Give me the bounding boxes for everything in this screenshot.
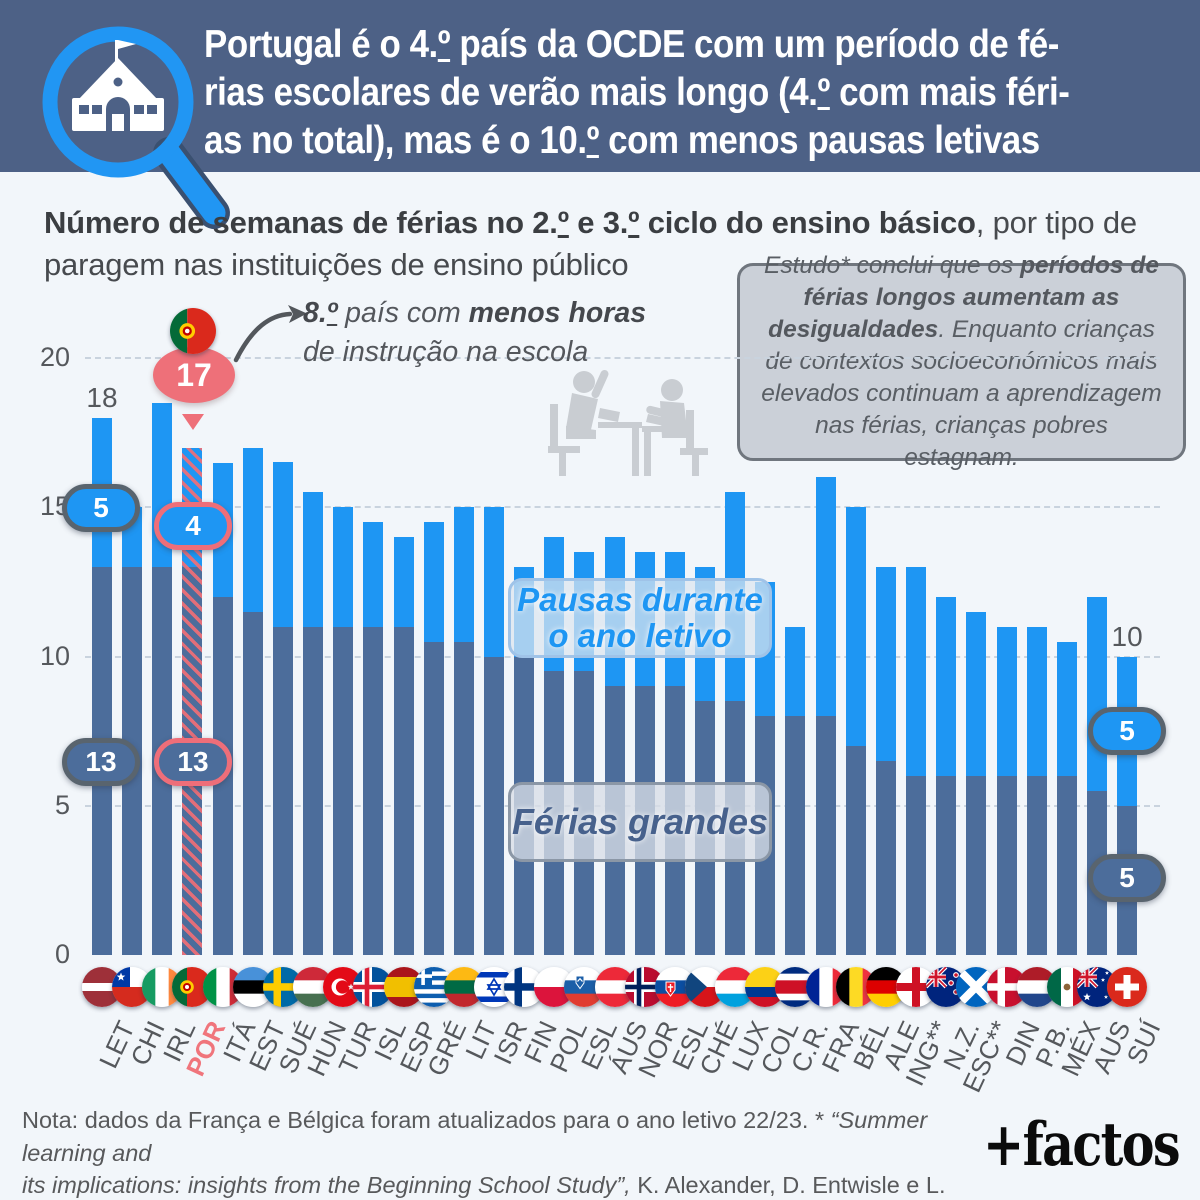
portugal-highlight-hatch xyxy=(182,447,203,955)
flag-icon-LET xyxy=(82,967,122,1007)
flag-icon-P.B. xyxy=(1016,967,1057,1007)
bar-pausas-GRÉ xyxy=(423,522,444,642)
bar-pausas-C.R. xyxy=(785,626,806,717)
value-badge-13-3: 13 xyxy=(154,738,232,786)
subtitle-bold: Número de semanas de férias no 2.º e 3.º… xyxy=(44,205,976,240)
bar-total-label-LET: 18 xyxy=(86,381,118,413)
bar-pausas-ESP xyxy=(393,537,414,627)
bar-pausas-ALE xyxy=(875,566,896,761)
bar-pausas-MÉX xyxy=(1056,641,1077,776)
study-note-text: Estudo* conclui que os períodos de féria… xyxy=(761,252,1162,471)
flag-icon-POL xyxy=(534,967,575,1007)
legend-pausas-label: Pausas durante o ano letivo xyxy=(517,581,763,654)
legend-pausas: Pausas durante o ano letivo xyxy=(508,578,772,658)
header-band xyxy=(0,0,1200,172)
bar-pausas-ESC** xyxy=(966,611,987,776)
flag-icon-CHÉ xyxy=(685,967,725,1007)
legend-ferias-label: Férias grandes xyxy=(511,801,769,842)
curved-arrow-icon xyxy=(228,294,313,374)
students-at-desks-icon xyxy=(522,368,712,513)
bar-ferias-EST xyxy=(242,611,263,955)
y-axis-label-10: 10 xyxy=(39,640,70,671)
bar-ferias-FRA xyxy=(815,716,836,955)
factos-logo: +factos xyxy=(983,1110,1181,1180)
title-line-3: as no total), mas é o 10.º com menos pau… xyxy=(204,119,1040,162)
value-badge-13-1: 13 xyxy=(62,738,140,786)
bar-ferias-TUR xyxy=(333,626,354,955)
chart-subtitle: Número de semanas de férias no 2.º e 3.º… xyxy=(44,202,1194,286)
bar-pausas-LIT xyxy=(453,507,474,642)
bar-pausas-ING** xyxy=(906,566,927,776)
bar-ferias-ING** xyxy=(906,775,927,955)
flag-icon-C.R. xyxy=(775,967,816,1007)
legend-ferias: Férias grandes xyxy=(508,782,772,862)
y-axis-label-0: 0 xyxy=(54,939,70,969)
y-axis-label-20: 20 xyxy=(39,342,70,372)
flag-icon-ESP xyxy=(383,967,424,1007)
flag-icon-COL xyxy=(745,967,786,1007)
subtitle-rest: , por tipo de paragem nas instituições d… xyxy=(44,205,1137,282)
title-line-1: Portugal é o 4.º país da OCDE com um per… xyxy=(204,23,1059,66)
value-badge-5-4: 5 xyxy=(1088,707,1166,755)
flag-icon-ESL xyxy=(654,967,695,1007)
bar-pausas-N.Z. xyxy=(936,596,957,776)
annotation-bubble: 17 xyxy=(153,347,235,403)
flag-icon-ÁUS xyxy=(594,967,635,1007)
annotation-text: 8.º país com menos horas de instrução na … xyxy=(303,297,647,368)
bar-ferias-MÉX xyxy=(1056,775,1077,955)
page-title: Portugal é o 4.º país da OCDE com um per… xyxy=(204,21,1180,165)
bar-pausas-P.B. xyxy=(1026,626,1047,776)
bar-ferias-BÉL xyxy=(845,746,866,955)
bar-ferias-SUÉ xyxy=(272,626,293,955)
value-badge-5-0: 5 xyxy=(62,484,140,532)
flag-icon-EST xyxy=(232,967,273,1007)
flag-icon-DIN xyxy=(986,967,1027,1007)
bar-ferias-ISL xyxy=(363,626,384,955)
flag-icon-ESL xyxy=(564,967,605,1007)
flag-icon-MÉX xyxy=(1046,967,1087,1007)
portugal-flag-icon xyxy=(170,308,216,354)
study-note-box: Estudo* conclui que os períodos de féria… xyxy=(737,252,1186,471)
flag-icon-NOR xyxy=(624,967,665,1007)
flag-icon-ISL xyxy=(353,967,394,1007)
bar-pausas-EST xyxy=(242,447,263,612)
flag-icon-LUX xyxy=(715,967,756,1007)
bar-pausas-DIN xyxy=(996,626,1017,776)
y-axis-label-5: 5 xyxy=(54,789,70,820)
bar-pausas-TUR xyxy=(333,507,354,627)
bar-ferias-N.Z. xyxy=(936,775,957,955)
flag-icon-ALE xyxy=(865,967,906,1007)
bar-ferias-GRÉ xyxy=(423,641,444,955)
bar-pausas-ISL xyxy=(363,522,384,627)
value-badge-5-5: 5 xyxy=(1088,854,1166,902)
bar-ferias-DIN xyxy=(996,775,1017,955)
y-axis-label-15: 15 xyxy=(39,491,70,522)
bar-ferias-ESP xyxy=(393,626,414,955)
bar-ferias-HUN xyxy=(303,626,324,955)
flag-icon-SUÍ xyxy=(1107,967,1148,1007)
bar-ferias-ESC** xyxy=(966,775,987,955)
gridline-15 xyxy=(85,506,1160,509)
bar-pausas-HUN xyxy=(303,492,324,627)
flag-icon-LIT xyxy=(443,967,484,1007)
magnifier-school-icon xyxy=(22,12,237,257)
annotation-pointer-icon xyxy=(182,414,204,430)
gridline-20 xyxy=(85,357,1160,359)
flag-icon-HUN xyxy=(293,967,334,1007)
bar-pausas-BÉL xyxy=(845,507,866,747)
bar-ferias-C.R. xyxy=(785,716,806,955)
bar-ferias-ALE xyxy=(875,760,896,955)
bar-ferias-P.B. xyxy=(1026,775,1047,955)
bar-pausas-FRA xyxy=(815,477,836,717)
footnote-text: Nota: dados da França e Bélgica foram at… xyxy=(22,1107,946,1198)
bar-total-label-SUÍ: 10 xyxy=(1111,620,1143,652)
bar-ferias-LIT xyxy=(453,641,474,955)
value-badge-4-2: 4 xyxy=(154,502,232,550)
bar-pausas-SUÉ xyxy=(272,462,293,627)
bar-pausas-ISR xyxy=(483,507,504,657)
title-line-2: rias escolares de verão mais longo (4.º … xyxy=(204,71,1070,114)
bar-ferias-ISR xyxy=(483,656,504,955)
